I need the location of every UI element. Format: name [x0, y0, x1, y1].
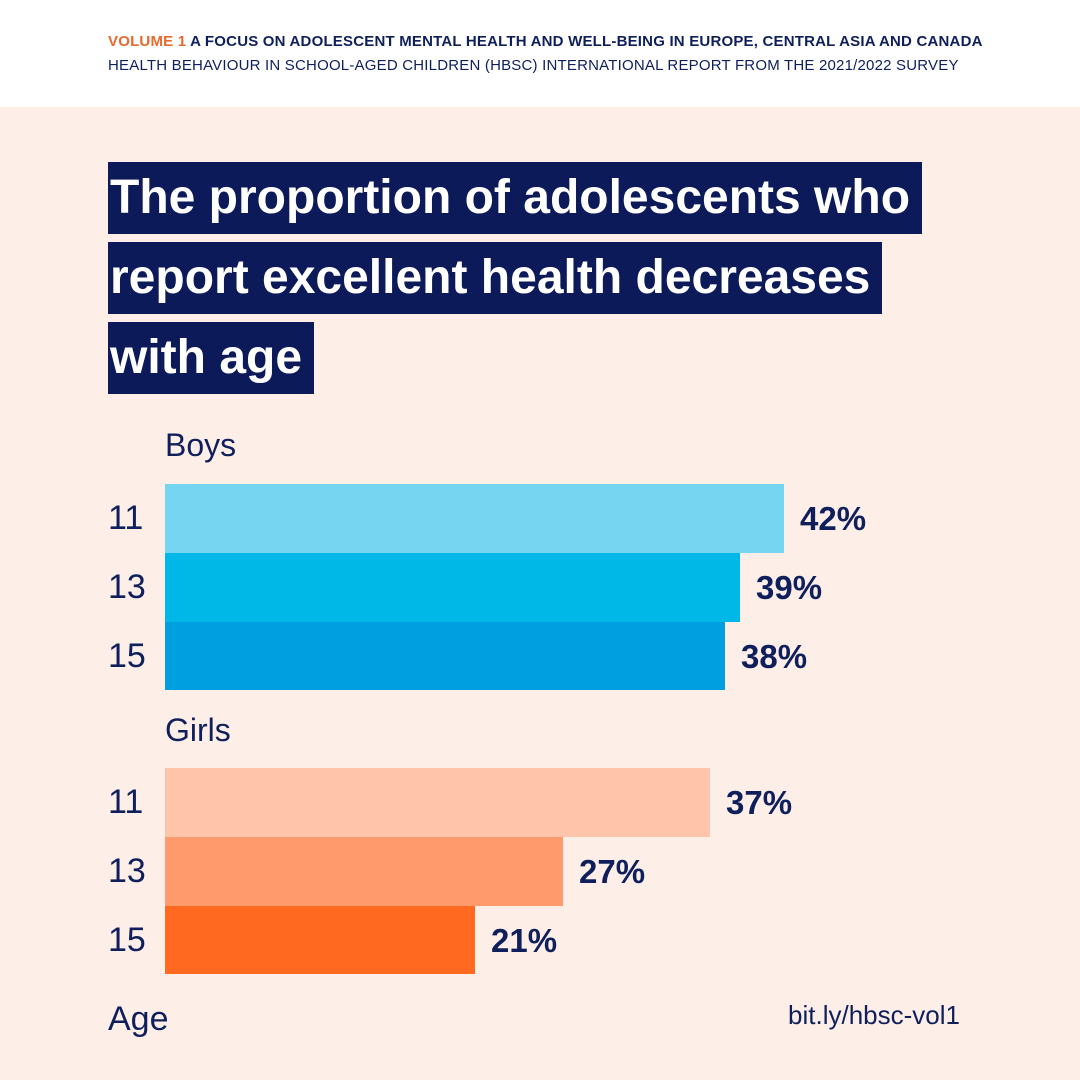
report-focus-title: A FOCUS ON ADOLESCENT MENTAL HEALTH AND … — [190, 33, 983, 50]
source-link[interactable]: bit.ly/hbsc-vol1 — [788, 1000, 960, 1030]
bar-boys-age-11 — [165, 484, 784, 553]
bar-boys-age-13 — [165, 553, 740, 622]
age-tick-boys-15: 15 — [108, 637, 146, 675]
bar-girls-age-11 — [165, 768, 710, 837]
title-line-2: report excellent health decreases — [108, 242, 883, 314]
age-tick-girls-15: 15 — [108, 921, 146, 959]
value-label-boys-age-13: 39% — [756, 569, 823, 606]
value-label-boys-age-15: 38% — [741, 638, 808, 675]
bar-girls-age-13 — [165, 837, 563, 906]
bar-boys-age-15 — [165, 622, 725, 690]
title-line-3: with age — [108, 322, 315, 394]
age-tick-boys-13: 13 — [108, 568, 146, 606]
value-label-girls-age-11: 37% — [726, 784, 793, 821]
age-tick-boys-11: 11 — [108, 499, 144, 537]
group-label-boys: Boys — [165, 427, 237, 463]
report-subtitle: HEALTH BEHAVIOUR IN SCHOOL-AGED CHILDREN… — [108, 57, 959, 74]
age-tick-girls-13: 13 — [108, 852, 146, 890]
age-tick-girls-11: 11 — [108, 783, 144, 821]
report-volume-line: VOLUME 1 A FOCUS ON ADOLESCENT MENTAL HE… — [108, 33, 983, 50]
chart-title: The proportion of adolescents who report… — [108, 162, 923, 402]
value-label-boys-age-11: 42% — [800, 500, 867, 537]
group-label-girls: Girls — [165, 712, 231, 748]
axis-title-age: Age — [108, 1000, 169, 1038]
bar-girls-age-15 — [165, 906, 475, 974]
title-line-1: The proportion of adolescents who — [108, 162, 923, 234]
value-label-girls-age-13: 27% — [579, 853, 646, 890]
volume-label: VOLUME 1 — [108, 33, 187, 50]
header-bar: VOLUME 1 A FOCUS ON ADOLESCENT MENTAL HE… — [0, 0, 1080, 107]
value-label-girls-age-15: 21% — [491, 922, 558, 959]
